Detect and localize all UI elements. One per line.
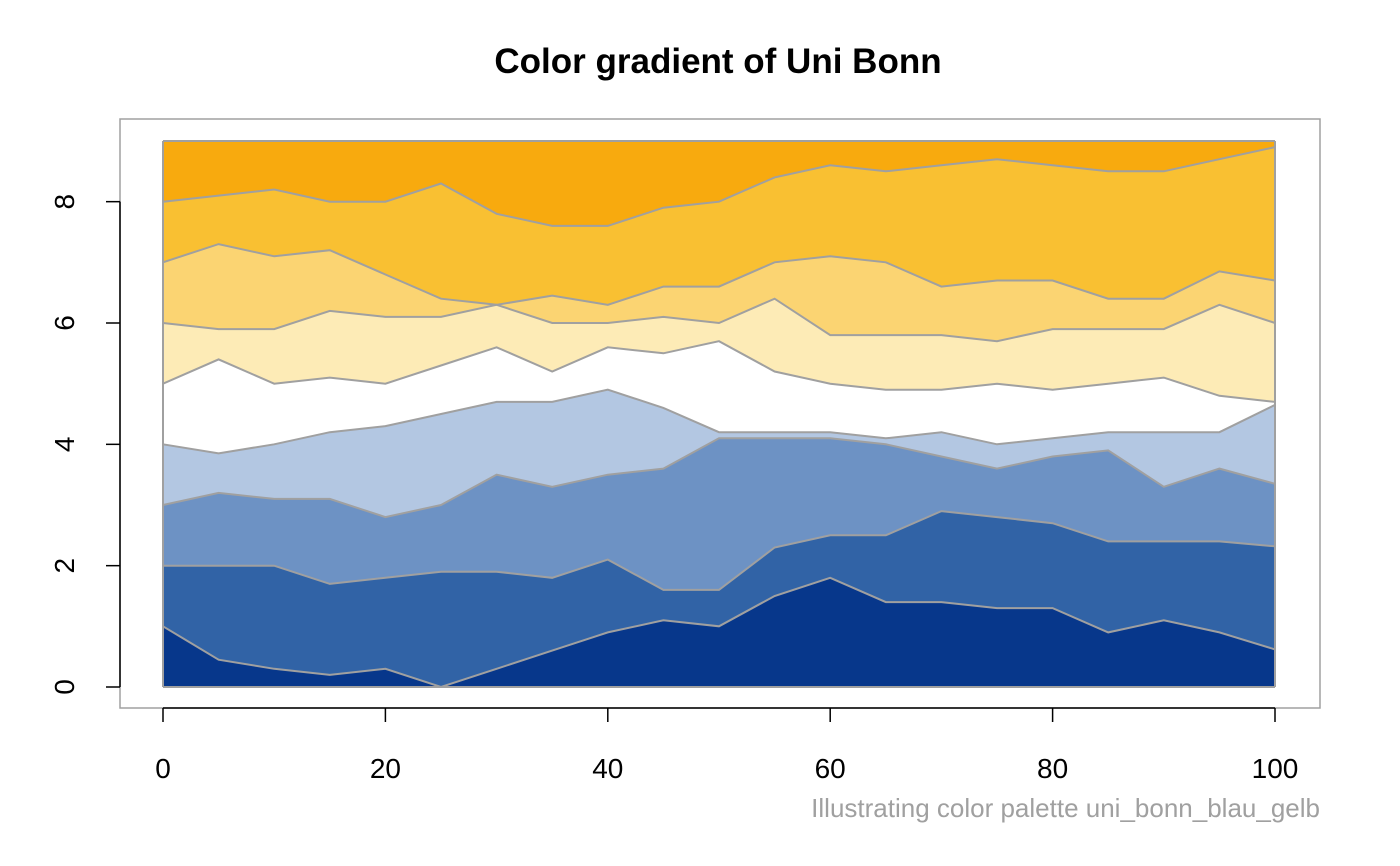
band-2 [163, 511, 1275, 687]
y-tick-label: 2 [49, 558, 80, 574]
boundary-line-4 [162, 388, 1276, 455]
x-tick-label: 20 [370, 753, 401, 784]
stacked-bands [162, 140, 1276, 689]
band-8 [163, 147, 1275, 305]
boundary-line-6 [162, 297, 1276, 343]
band-4 [163, 389, 1275, 518]
band-3 [163, 438, 1275, 590]
x-tick-label: 100 [1252, 753, 1299, 784]
band-9 [163, 141, 1275, 226]
x-tick-label: 0 [155, 753, 171, 784]
chart-title: Color gradient of Uni Bonn [494, 42, 941, 81]
x-tick-label: 80 [1037, 753, 1068, 784]
x-tick-label: 40 [592, 753, 623, 784]
y-tick-label: 8 [49, 194, 80, 210]
axes: 0 20 40 60 80 100 0 2 4 6 8 [49, 194, 1298, 784]
boundary-line-7 [162, 243, 1276, 306]
boundary-line-2 [163, 510, 1276, 591]
y-tick-label: 4 [49, 437, 80, 453]
y-tick-label: 0 [49, 679, 80, 695]
band-5 [163, 341, 1275, 454]
chart-caption: Illustrating color palette uni_bonn_blau… [811, 793, 1320, 823]
x-tick-label: 60 [815, 753, 846, 784]
boundary-line-1 [162, 576, 1276, 689]
band-6 [163, 298, 1275, 402]
boundary-line-5 [162, 340, 1276, 403]
band-1 [163, 577, 1275, 687]
band-7 [163, 244, 1275, 342]
boundary-line-8 [162, 146, 1276, 227]
y-tick-label: 6 [49, 315, 80, 331]
boundary-line-3 [162, 437, 1276, 519]
